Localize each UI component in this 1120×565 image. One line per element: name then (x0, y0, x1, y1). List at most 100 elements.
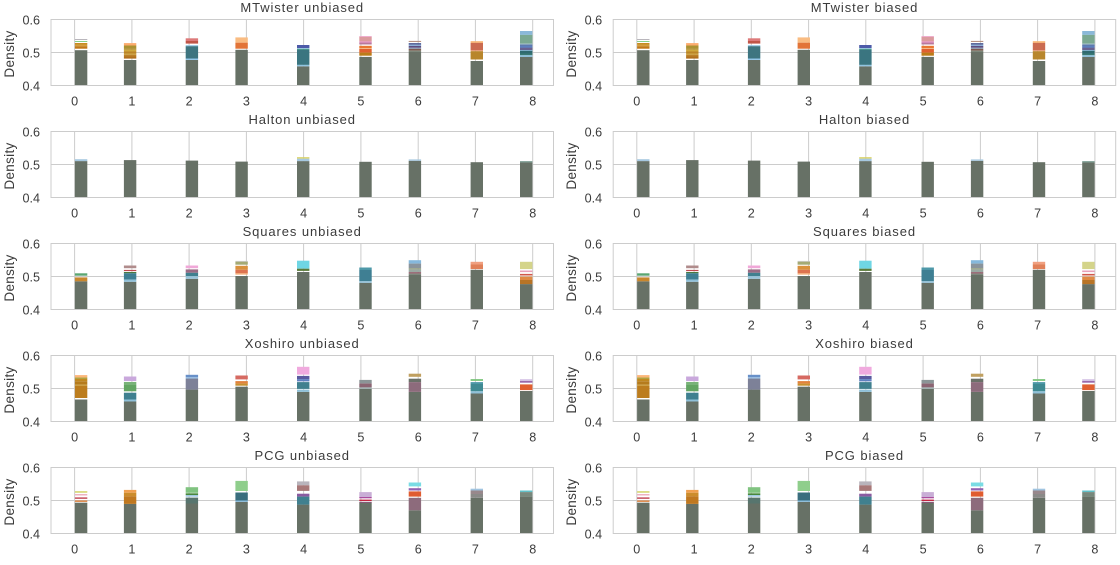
svg-text:Density: Density (2, 366, 17, 413)
svg-text:0.4: 0.4 (585, 415, 603, 429)
svg-text:0.6: 0.6 (585, 13, 603, 27)
svg-text:3: 3 (805, 207, 812, 221)
svg-text:6: 6 (415, 319, 422, 333)
svg-text:1: 1 (128, 95, 135, 109)
svg-text:0.6: 0.6 (22, 237, 40, 251)
svg-text:Density: Density (564, 478, 579, 525)
svg-text:6: 6 (977, 543, 984, 557)
svg-text:Halton unbiased: Halton unbiased (248, 112, 355, 127)
svg-text:1: 1 (691, 431, 698, 445)
svg-text:4: 4 (300, 95, 307, 109)
svg-text:0.6: 0.6 (585, 349, 603, 363)
svg-text:1: 1 (128, 543, 135, 557)
svg-text:0.4: 0.4 (22, 415, 40, 429)
svg-text:8: 8 (529, 207, 536, 221)
svg-text:7: 7 (1034, 207, 1041, 221)
svg-text:1: 1 (691, 319, 698, 333)
svg-text:Squares unbiased: Squares unbiased (243, 224, 362, 239)
svg-text:7: 7 (472, 319, 479, 333)
svg-text:5: 5 (357, 207, 364, 221)
svg-text:7: 7 (1034, 95, 1041, 109)
svg-text:0.6: 0.6 (585, 125, 603, 139)
svg-text:0.5: 0.5 (22, 46, 40, 60)
svg-text:3: 3 (805, 543, 812, 557)
svg-text:7: 7 (472, 431, 479, 445)
svg-text:0.4: 0.4 (585, 303, 603, 317)
svg-text:6: 6 (977, 207, 984, 221)
svg-text:2: 2 (748, 95, 755, 109)
svg-text:0.6: 0.6 (585, 237, 603, 251)
svg-text:8: 8 (1091, 95, 1098, 109)
svg-text:7: 7 (472, 543, 479, 557)
svg-text:6: 6 (977, 95, 984, 109)
svg-text:MTwister biased: MTwister biased (811, 0, 918, 15)
svg-text:8: 8 (1091, 319, 1098, 333)
svg-text:5: 5 (920, 207, 927, 221)
svg-text:7: 7 (1034, 319, 1041, 333)
svg-text:0.4: 0.4 (22, 527, 40, 541)
svg-text:0.6: 0.6 (22, 125, 40, 139)
svg-text:0.6: 0.6 (22, 461, 40, 475)
svg-text:5: 5 (357, 319, 364, 333)
svg-text:0.5: 0.5 (22, 494, 40, 508)
svg-text:0.6: 0.6 (585, 461, 603, 475)
svg-text:2: 2 (748, 543, 755, 557)
svg-text:Density: Density (564, 366, 579, 413)
svg-text:0: 0 (71, 431, 78, 445)
svg-text:7: 7 (472, 207, 479, 221)
svg-text:4: 4 (300, 543, 307, 557)
svg-text:Xoshiro unbiased: Xoshiro unbiased (245, 336, 360, 351)
svg-text:1: 1 (128, 207, 135, 221)
svg-text:0.6: 0.6 (22, 13, 40, 27)
svg-text:0.4: 0.4 (22, 79, 40, 93)
svg-text:0: 0 (71, 319, 78, 333)
svg-text:Xoshiro biased: Xoshiro biased (815, 336, 914, 351)
svg-text:0.5: 0.5 (585, 158, 603, 172)
svg-text:0.5: 0.5 (22, 382, 40, 396)
svg-text:0.5: 0.5 (22, 270, 40, 284)
svg-text:0.4: 0.4 (22, 191, 40, 205)
svg-text:3: 3 (805, 319, 812, 333)
svg-text:8: 8 (529, 543, 536, 557)
svg-text:1: 1 (691, 95, 698, 109)
svg-text:3: 3 (243, 543, 250, 557)
svg-text:0: 0 (633, 207, 640, 221)
svg-text:0.5: 0.5 (585, 494, 603, 508)
svg-text:2: 2 (748, 431, 755, 445)
svg-text:4: 4 (300, 207, 307, 221)
svg-text:0.4: 0.4 (22, 303, 40, 317)
svg-text:5: 5 (920, 319, 927, 333)
svg-text:6: 6 (977, 319, 984, 333)
svg-text:7: 7 (1034, 543, 1041, 557)
svg-text:0.4: 0.4 (585, 527, 603, 541)
svg-text:2: 2 (186, 319, 193, 333)
svg-text:0: 0 (71, 207, 78, 221)
svg-text:3: 3 (805, 431, 812, 445)
svg-text:2: 2 (748, 207, 755, 221)
svg-text:5: 5 (357, 95, 364, 109)
svg-text:2: 2 (186, 431, 193, 445)
svg-text:8: 8 (1091, 431, 1098, 445)
svg-text:7: 7 (472, 95, 479, 109)
svg-text:5: 5 (357, 543, 364, 557)
svg-text:2: 2 (748, 319, 755, 333)
svg-text:PCG biased: PCG biased (825, 448, 904, 463)
svg-text:0.4: 0.4 (585, 79, 603, 93)
svg-text:Density: Density (564, 142, 579, 189)
svg-text:Density: Density (564, 30, 579, 77)
svg-text:5: 5 (920, 95, 927, 109)
svg-text:0.5: 0.5 (585, 270, 603, 284)
svg-text:MTwister unbiased: MTwister unbiased (240, 0, 364, 15)
svg-text:8: 8 (529, 319, 536, 333)
svg-text:1: 1 (128, 431, 135, 445)
svg-text:5: 5 (920, 431, 927, 445)
svg-text:0.5: 0.5 (585, 46, 603, 60)
svg-text:4: 4 (862, 543, 869, 557)
svg-text:0.5: 0.5 (585, 382, 603, 396)
svg-text:0: 0 (633, 543, 640, 557)
svg-text:7: 7 (1034, 431, 1041, 445)
svg-text:Density: Density (2, 142, 17, 189)
svg-text:8: 8 (1091, 543, 1098, 557)
svg-text:0: 0 (633, 95, 640, 109)
svg-text:3: 3 (243, 319, 250, 333)
